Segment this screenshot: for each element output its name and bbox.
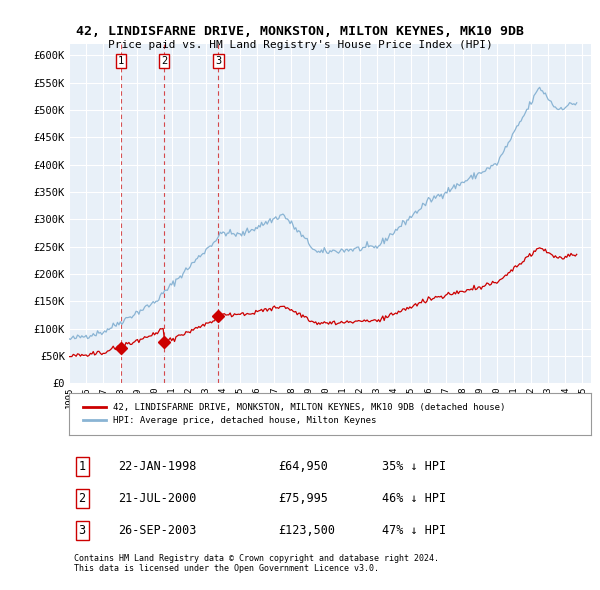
Text: £123,500: £123,500 xyxy=(278,524,335,537)
Text: 1: 1 xyxy=(118,56,124,66)
Text: 26-SEP-2003: 26-SEP-2003 xyxy=(119,524,197,537)
Text: 21-JUL-2000: 21-JUL-2000 xyxy=(119,492,197,505)
Text: 2: 2 xyxy=(79,492,86,505)
Text: 35% ↓ HPI: 35% ↓ HPI xyxy=(382,460,446,473)
Text: 47% ↓ HPI: 47% ↓ HPI xyxy=(382,524,446,537)
Legend: 42, LINDISFARNE DRIVE, MONKSTON, MILTON KEYNES, MK10 9DB (detached house), HPI: : 42, LINDISFARNE DRIVE, MONKSTON, MILTON … xyxy=(79,399,510,430)
Text: 3: 3 xyxy=(79,524,86,537)
Text: 2: 2 xyxy=(161,56,167,66)
Text: 22-JAN-1998: 22-JAN-1998 xyxy=(119,460,197,473)
Text: £64,950: £64,950 xyxy=(278,460,328,473)
Text: 3: 3 xyxy=(215,56,221,66)
Text: £75,995: £75,995 xyxy=(278,492,328,505)
Text: 42, LINDISFARNE DRIVE, MONKSTON, MILTON KEYNES, MK10 9DB: 42, LINDISFARNE DRIVE, MONKSTON, MILTON … xyxy=(76,25,524,38)
Text: 1: 1 xyxy=(79,460,86,473)
Text: 46% ↓ HPI: 46% ↓ HPI xyxy=(382,492,446,505)
Text: Contains HM Land Registry data © Crown copyright and database right 2024.
This d: Contains HM Land Registry data © Crown c… xyxy=(74,553,439,573)
Text: Price paid vs. HM Land Registry's House Price Index (HPI): Price paid vs. HM Land Registry's House … xyxy=(107,40,493,50)
